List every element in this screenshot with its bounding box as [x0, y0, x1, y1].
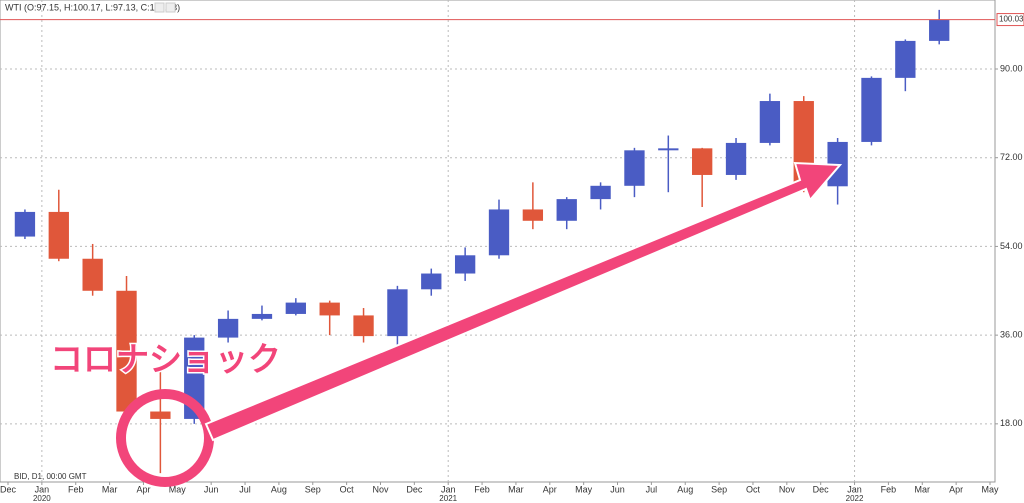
x-tick-label: Jul: [646, 484, 658, 494]
candle-body: [929, 19, 950, 41]
year-label: 2020: [33, 494, 51, 503]
x-tick-label: Dec: [406, 484, 423, 494]
grid: [0, 0, 995, 482]
candle-body: [387, 289, 408, 337]
y-tick-label: 36.00: [1000, 330, 1023, 340]
candle-body: [82, 258, 103, 291]
candle-body: [522, 209, 544, 221]
x-tick-label: Feb: [881, 484, 897, 494]
x-tick-label: Apr: [949, 484, 963, 494]
x-tick-label: Jan: [35, 484, 50, 494]
x-tick-label: Aug: [677, 484, 693, 494]
x-tick-label: Mar: [508, 484, 524, 494]
arrow: [204, 161, 843, 442]
x-tick-label: Sep: [711, 484, 727, 494]
x-tick-label: Nov: [372, 484, 389, 494]
candle-body: [48, 211, 69, 259]
candle-body: [353, 315, 374, 337]
candle-body: [150, 411, 171, 419]
y-tick-label: 90.00: [1000, 63, 1023, 73]
candle-body: [251, 313, 273, 319]
x-tick-label: May: [169, 484, 187, 494]
candle-body: [421, 273, 442, 290]
candle-body: [285, 302, 306, 314]
candle-body: [454, 255, 476, 274]
candle-body: [116, 290, 137, 412]
x-tick-label: Dec: [813, 484, 830, 494]
y-tick-label: 18.00: [1000, 418, 1023, 428]
y-tick-label: 72.00: [1000, 152, 1023, 162]
x-tick-label: Jan: [847, 484, 862, 494]
candle-body: [556, 199, 577, 221]
x-tick-label: Oct: [746, 484, 761, 494]
x-tick-label: Jun: [204, 484, 219, 494]
last-price-label: 100.03: [999, 15, 1024, 24]
candle-body: [624, 150, 645, 186]
candle-body: [759, 101, 781, 143]
candle-body: [658, 148, 679, 151]
candle-body: [319, 302, 340, 316]
x-tick-label: Nov: [779, 484, 796, 494]
year-label: 2022: [846, 494, 864, 503]
x-tick-label: Aug: [271, 484, 287, 494]
candle-body: [590, 185, 611, 200]
x-tick-label: Sep: [305, 484, 321, 494]
candles: [14, 9, 950, 474]
year-label: 2021: [439, 494, 457, 503]
title-icon[interactable]: [165, 2, 176, 13]
annotation-text: コロナショック: [50, 341, 281, 378]
x-tick-label: Apr: [543, 484, 557, 494]
x-tick-label: Jan: [441, 484, 456, 494]
x-tick-label: May: [575, 484, 593, 494]
candle-body: [725, 142, 747, 175]
last-price-box: [996, 13, 1024, 27]
x-tick-label: Jun: [610, 484, 625, 494]
title-icon[interactable]: [154, 2, 165, 13]
x-tick-label: Apr: [136, 484, 150, 494]
x-tick-label: Dec: [0, 484, 16, 494]
highlight-circle: [116, 389, 214, 487]
x-tick-label: Mar: [102, 484, 118, 494]
x-tick-label: Oct: [340, 484, 355, 494]
x-tick-label: Feb: [474, 484, 490, 494]
candle-body: [861, 77, 882, 142]
candle-body: [14, 211, 36, 237]
candle-body: [895, 40, 916, 78]
annotation-layer: コロナショック: [49, 161, 843, 487]
x-tick-label: Feb: [68, 484, 84, 494]
candle-body: [488, 209, 510, 256]
footer-text: BID, D1, 00:00 GMT: [14, 472, 87, 481]
chart-title: WTI (O:97.15, H:100.17, L:97.13, C:100.0…: [5, 2, 180, 12]
candle-body: [217, 318, 239, 338]
x-tick-label: Jul: [239, 484, 251, 494]
y-tick-label: 54.00: [1000, 241, 1023, 251]
x-tick-label: Mar: [915, 484, 931, 494]
x-tick-label: May: [981, 484, 999, 494]
candle-body: [692, 148, 713, 175]
